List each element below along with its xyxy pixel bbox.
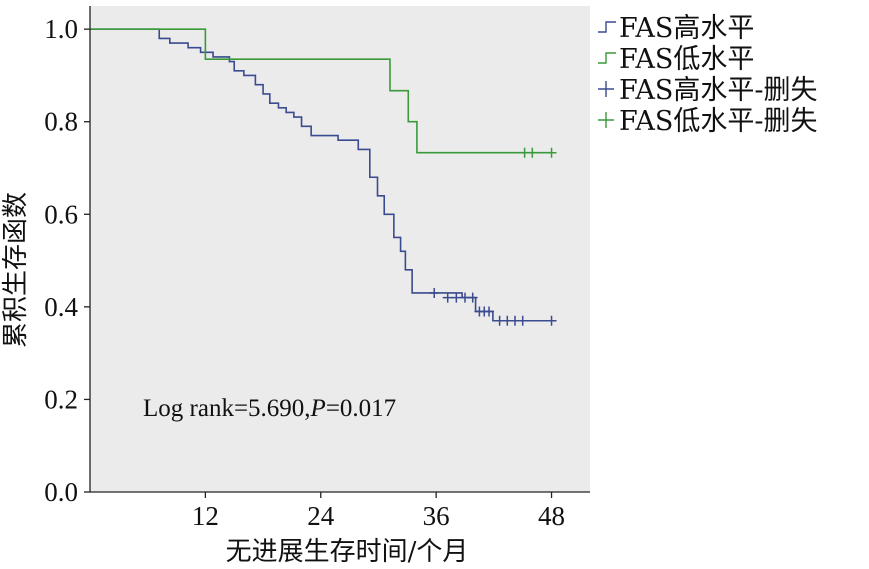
legend-label: FAS高水平 — [619, 13, 754, 44]
y-axis-ticks: 0.0 0.2 0.4 0.6 0.8 1.0 — [44, 14, 90, 507]
x-tick-label: 12 — [192, 501, 219, 531]
censor-mark-high — [451, 292, 462, 303]
censor-mark-high — [442, 292, 453, 303]
x-axis-ticks: 12 24 36 48 — [192, 492, 565, 531]
legend-label: FAS低水平 — [619, 44, 754, 75]
legend-step-icon — [598, 21, 616, 33]
legend-plus-icon — [598, 112, 614, 128]
censor-mark-high — [546, 315, 557, 326]
y-tick-label: 0.8 — [44, 107, 78, 137]
legend-item: FAS高水平 — [598, 13, 754, 44]
x-tick-label: 48 — [538, 501, 565, 531]
legend-step-icon — [598, 52, 616, 64]
y-tick-label: 0.6 — [44, 199, 78, 229]
annotation-prefix: Log rank=5.690, — [143, 395, 311, 422]
legend-item: FAS低水平 — [598, 44, 754, 75]
y-tick-label: 0.2 — [44, 384, 78, 414]
axes — [89, 6, 590, 493]
legend-item: FAS高水平-删失 — [598, 75, 818, 106]
series-high-curve — [90, 28, 552, 322]
y-axis-label: 累积生存函数 — [1, 192, 31, 348]
log-rank-annotation: Log rank=5.690,P=0.017 — [143, 395, 396, 422]
y-tick-label: 0.4 — [44, 292, 78, 322]
legend-label: FAS高水平-删失 — [619, 75, 818, 106]
annotation-suffix: =0.017 — [326, 395, 396, 422]
censor-mark-high — [517, 315, 528, 326]
y-tick-label: 1.0 — [44, 14, 78, 44]
x-tick-label: 36 — [423, 501, 450, 531]
annotation-p-label: P — [310, 395, 326, 422]
legend-plus-icon — [598, 81, 614, 97]
x-tick-label: 24 — [307, 501, 335, 531]
y-tick-label: 0.0 — [44, 477, 78, 507]
survival-curves — [90, 28, 552, 322]
censor-mark-high — [429, 287, 440, 298]
censor-mark-low — [546, 147, 557, 158]
censor-mark-high — [484, 306, 495, 317]
series-low-curve — [90, 28, 552, 154]
plot-area — [90, 6, 590, 492]
legend-item: FAS低水平-删失 — [598, 106, 818, 137]
censor-mark-high — [467, 292, 478, 303]
censor-mark-low — [527, 147, 538, 158]
x-axis-label: 无进展生存时间/个月 — [226, 537, 469, 567]
legend-label: FAS低水平-删失 — [619, 106, 818, 137]
censor-marks — [429, 147, 557, 326]
